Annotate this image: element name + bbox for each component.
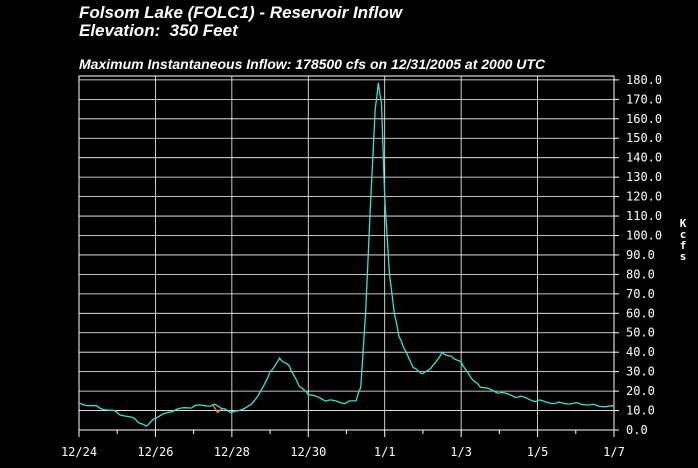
y-tick-label: 70.0 [626, 287, 655, 301]
x-tick-label: 1/1 [374, 445, 396, 459]
plot-frame [78, 75, 615, 431]
max-inflow-subtitle: Maximum Instantaneous Inflow: 178500 cfs… [79, 56, 546, 72]
highlight-series-line [212, 404, 223, 414]
y-tick-label: 120.0 [626, 190, 662, 204]
y-tick-label: 50.0 [626, 326, 655, 340]
y-tick-label: 90.0 [626, 248, 655, 262]
elevation-label: Elevation: 350 Feet [79, 21, 238, 40]
y-tick-label: 80.0 [626, 267, 655, 281]
y-tick-label: 20.0 [626, 384, 655, 398]
x-tick-label: 12/26 [137, 445, 173, 459]
x-tick-label: 12/24 [61, 445, 97, 459]
y-tick-label: 110.0 [626, 209, 662, 223]
chart-title: Folsom Lake (FOLC1) - Reservoir Inflow [79, 3, 403, 22]
y-tick-label: 130.0 [626, 170, 662, 184]
y-tick-label: 150.0 [626, 131, 662, 145]
x-tick-label: 1/5 [527, 445, 549, 459]
y-tick-label: 40.0 [626, 345, 655, 359]
x-tick-label: 12/30 [290, 445, 326, 459]
y-tick-label: 60.0 [626, 306, 655, 320]
x-tick-label: 1/7 [603, 445, 625, 459]
y-tick-label: 140.0 [626, 151, 662, 165]
y-tick-label: 180.0 [626, 73, 662, 87]
y-axis: 0.0 10.0 20.0 30.0 40.0 50.0 60.0 70.0 80.0 90.0 1… [614, 73, 662, 437]
y-tick-label: 30.0 [626, 365, 655, 379]
chart-grid [78, 75, 615, 431]
y-tick-label: 100.0 [626, 228, 662, 242]
y-tick-label: 10.0 [626, 404, 655, 418]
y-tick-label: 170.0 [626, 92, 662, 106]
series-group [78, 82, 615, 427]
y-tick-label: 0.0 [626, 423, 648, 437]
x-axis: 12/24 12/26 12/28 12/30 1/1 1/3 1/5 1/7 [61, 430, 625, 459]
x-tick-label: 1/3 [450, 445, 472, 459]
inflow-series-line [78, 82, 615, 427]
y-tick-label: 160.0 [626, 112, 662, 126]
x-tick-label: 12/28 [214, 445, 250, 459]
